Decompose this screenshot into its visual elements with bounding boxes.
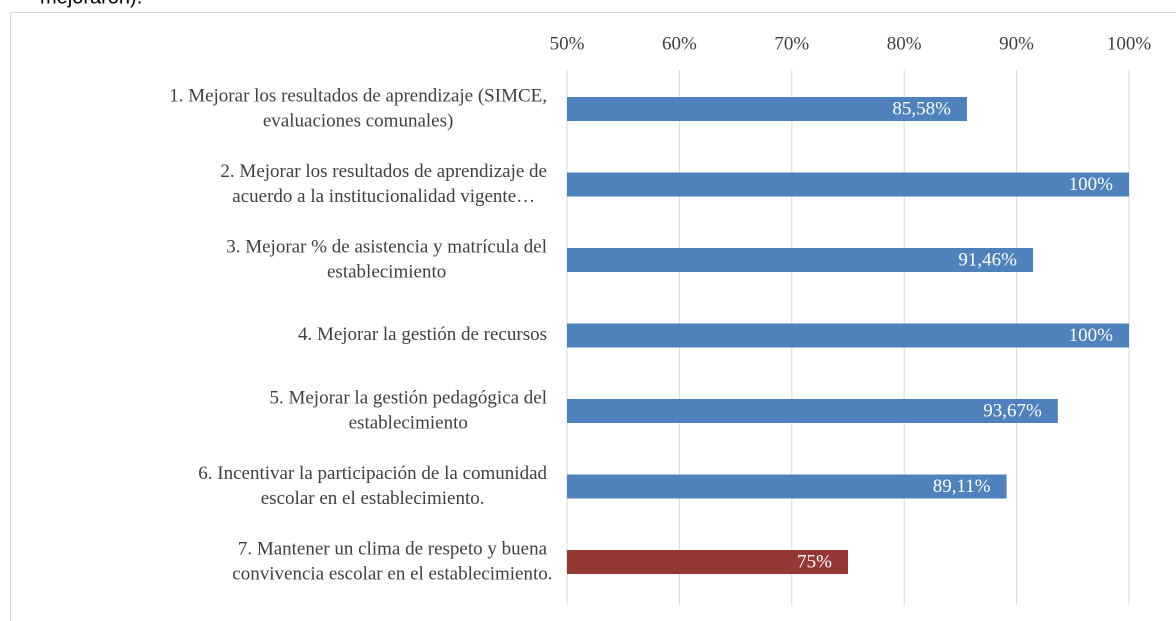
bar [567,97,967,121]
bar [567,248,1034,272]
y-tick-label: establecimiento [327,261,446,282]
y-tick-label: 3. Mejorar % de asistencia y matrícula d… [226,236,547,257]
y-tick-label: 2. Mejorar los resultados de aprendizaje… [220,161,547,182]
x-tick-label: 50% [550,33,585,54]
caption: mejoraron). [40,0,142,8]
value-label: 100% [1069,325,1114,346]
value-label: 89,11% [933,476,991,497]
bar [567,323,1129,348]
value-label: 100% [1069,174,1114,195]
value-label: 85,58% [892,98,951,119]
bar [567,399,1058,423]
bar [567,550,848,574]
bar [567,474,1007,499]
x-tick-label: 100% [1107,33,1152,54]
x-tick-label: 70% [774,33,809,54]
bar [567,172,1129,197]
y-tick-label: convivencia escolar en el establecimient… [232,563,552,584]
y-tick-label: escolar en el establecimiento. [261,488,485,509]
y-tick-label: 1. Mejorar los resultados de aprendizaje… [169,85,547,106]
y-tick-label: 7. Mantener un clima de respeto y buena [238,538,548,559]
x-tick-label: 60% [662,33,697,54]
value-label: 93,67% [983,400,1042,421]
y-tick-label: 4. Mejorar la gestión de recursos [298,324,547,345]
y-tick-label: evaluaciones comunales) [263,110,453,131]
y-tick-label: establecimiento [349,412,468,433]
y-tick-label: 5. Mejorar la gestión pedagógica del [269,387,547,408]
x-tick-label: 90% [999,33,1034,54]
value-label: 75% [797,551,832,572]
value-label: 91,46% [958,249,1017,270]
y-tick-label: 6. Incentivar la participación de la com… [198,463,547,484]
y-tick-label: acuerdo a la institucionalidad vigente… [232,186,535,207]
x-tick-label: 80% [887,33,922,54]
